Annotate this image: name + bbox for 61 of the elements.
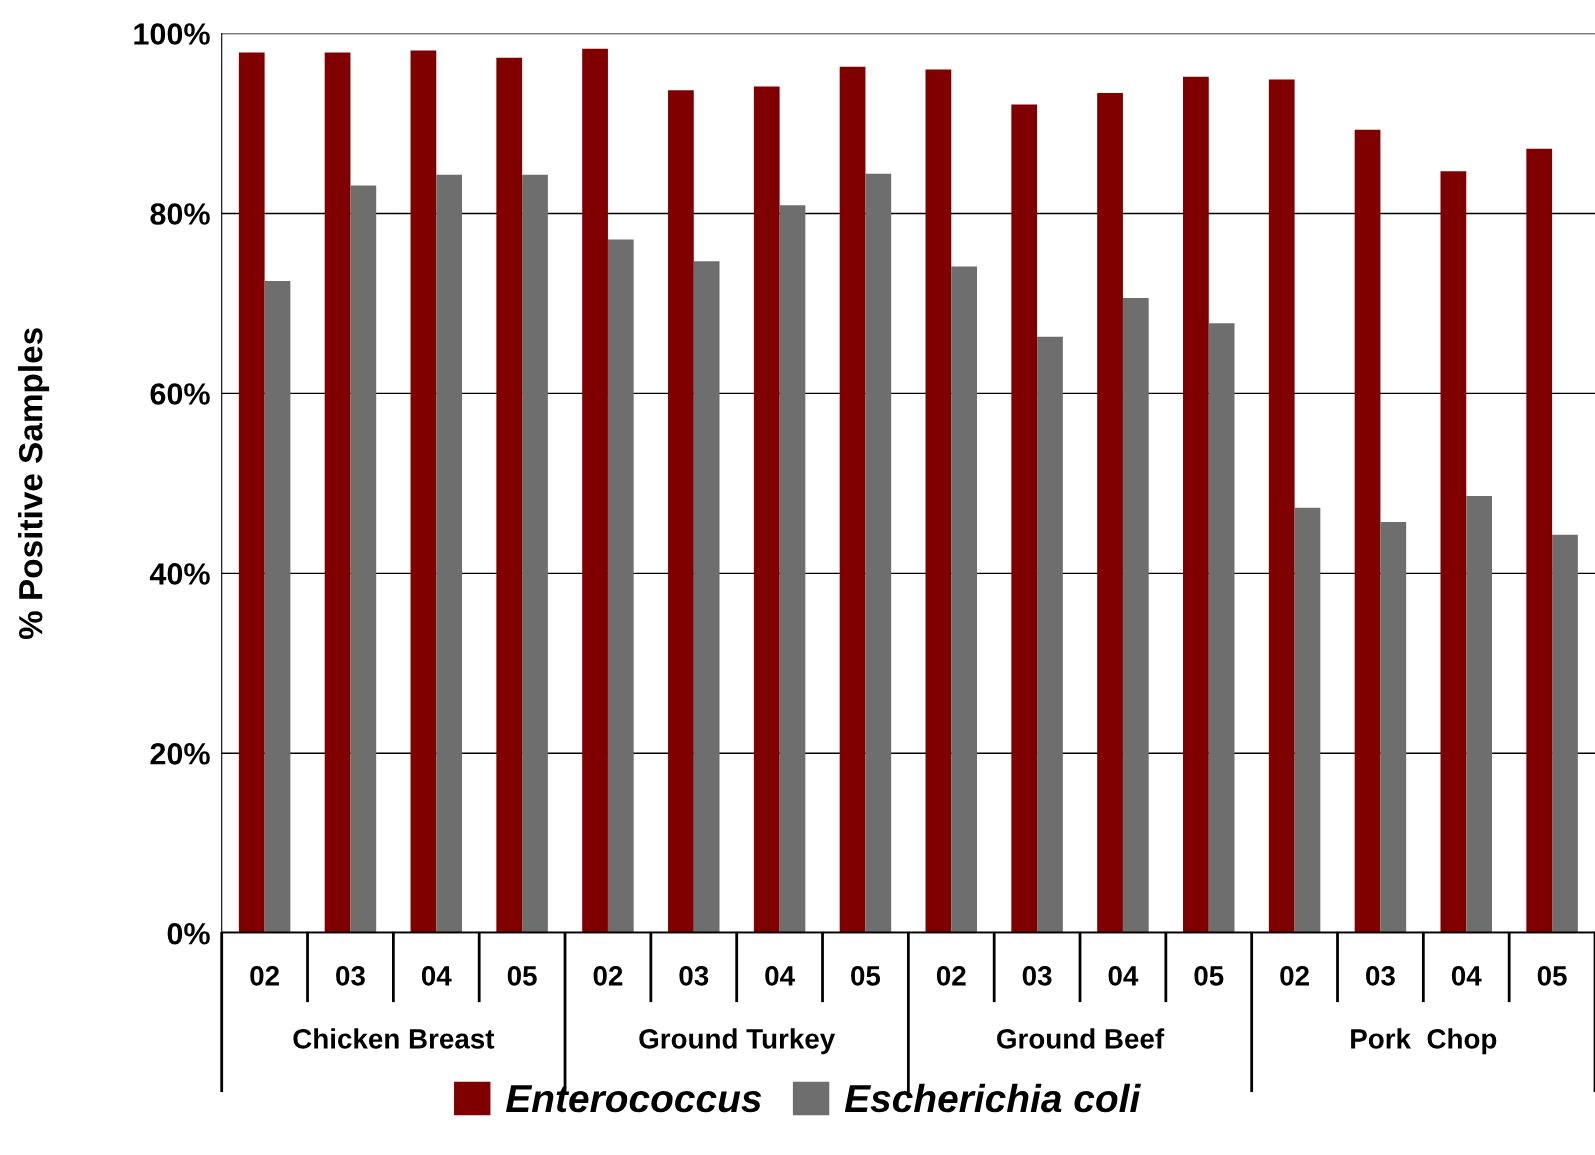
bar — [582, 48, 608, 934]
bar — [522, 174, 548, 934]
y-axis-title: % Positive Samples — [18, 328, 50, 640]
bar — [264, 280, 291, 934]
bar — [607, 239, 634, 934]
bar — [839, 66, 866, 934]
x-tick-label: 02 — [936, 966, 966, 986]
legend-label: Enterococcus — [505, 1085, 762, 1113]
x-tick-label: 05 — [851, 966, 881, 986]
x-tick-label: 02 — [1280, 966, 1309, 986]
x-tick-label: 05 — [1194, 966, 1224, 986]
bar — [1037, 336, 1063, 934]
bar — [410, 50, 437, 934]
bar — [693, 261, 720, 934]
bar — [238, 52, 265, 934]
bar — [753, 86, 780, 934]
y-tick-label: 80% — [150, 203, 210, 225]
x-tick-label: 02 — [250, 966, 279, 986]
y-tick-label: 40% — [149, 563, 210, 585]
bar — [779, 205, 806, 934]
bar — [1440, 171, 1467, 934]
x-tick-label: 04 — [1451, 966, 1482, 986]
bar — [1354, 129, 1381, 934]
x-tick-label: 03 — [1022, 966, 1052, 986]
legend-label: Escherichia coli — [844, 1083, 1141, 1113]
x-tick-label: 05 — [507, 966, 537, 986]
text: Pork Chop — [1351, 1028, 1497, 1055]
x-tick-label: 03 — [1366, 966, 1395, 986]
bar — [1552, 534, 1578, 934]
bar — [1097, 92, 1123, 934]
bar — [1011, 104, 1038, 934]
bar — [1380, 522, 1407, 934]
x-tick-label: 03 — [336, 966, 365, 986]
x-tick-label: 03 — [679, 966, 709, 986]
bar — [951, 266, 978, 934]
bar — [1294, 507, 1321, 934]
x-tick-label: 04 — [1108, 966, 1139, 986]
bar — [1466, 495, 1492, 934]
text: Ground Turkey — [639, 1028, 836, 1055]
bar — [925, 69, 952, 934]
bar — [1526, 148, 1553, 934]
bar — [1208, 323, 1235, 934]
bar — [1183, 76, 1209, 934]
text: Ground Beef — [997, 1028, 1165, 1049]
bar — [324, 52, 351, 934]
bar — [350, 185, 377, 934]
y-tick-label: 0% — [167, 922, 210, 945]
y-tick-label: 60% — [150, 383, 210, 405]
x-tick-label: 02 — [593, 966, 623, 986]
x-tick-label: 05 — [1537, 966, 1567, 986]
bar — [1122, 298, 1149, 934]
bar — [668, 90, 694, 934]
y-tick-label: 100% — [134, 23, 210, 45]
y-tick-label: 20% — [150, 743, 210, 765]
x-tick-label: 04 — [765, 966, 795, 986]
bar — [1268, 79, 1295, 934]
text: Chicken Breast — [293, 1028, 495, 1049]
bar — [865, 173, 892, 934]
x-tick-label: 04 — [421, 966, 452, 986]
bar — [436, 174, 463, 934]
bar — [496, 57, 523, 934]
